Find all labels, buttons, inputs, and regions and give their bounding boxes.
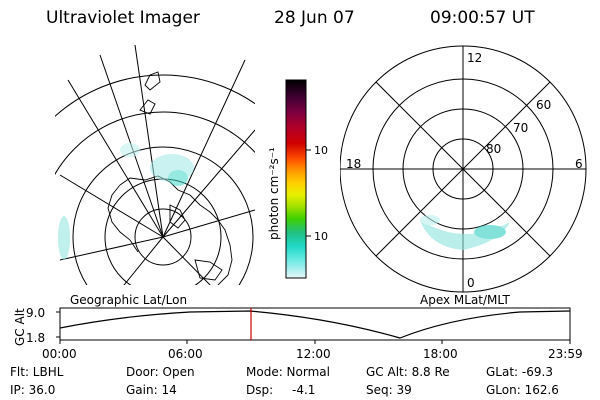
apex-label: Apex MLat/MLT	[420, 293, 510, 307]
info-flt: Flt: LBHL	[10, 365, 64, 379]
lat-circle	[55, 74, 255, 117]
info-gc-alt: GC Alt: 8.8 Re	[366, 365, 450, 379]
info-gain: Gain: 14	[126, 383, 177, 397]
mlt-label-6: 6	[575, 157, 583, 171]
colorbar-tick-10: 10	[314, 230, 328, 243]
xtick-1800: 18:00	[423, 347, 458, 361]
mlat-label-70: 70	[513, 121, 528, 135]
info-glon: GLon: 162.6	[486, 383, 559, 397]
lat-circle	[134, 208, 192, 266]
info-seq: Seq: 39	[366, 383, 412, 397]
time-label: 09:00:57 UT	[430, 8, 535, 28]
colorbar-tick-100: 100	[314, 144, 328, 157]
mlt-label-18: 18	[346, 157, 361, 171]
xtick-1200: 12:00	[296, 347, 331, 361]
mlat-label-80: 80	[486, 142, 501, 156]
altitude-ylabel: GC Alt	[13, 308, 27, 346]
altitude-curve	[59, 310, 571, 339]
info-dsp-value: -4.1	[292, 383, 316, 397]
date-label: 28 Jun 07	[274, 8, 355, 28]
geographic-map	[55, 44, 255, 285]
altitude-plot: GC Alt 9.0 1.8	[13, 306, 571, 346]
colorbar-unit-label: photon cm⁻²s⁻¹	[267, 147, 281, 240]
apex-polar-plot: 12 18 6 0 60 70 80	[340, 45, 587, 293]
colorbar-gradient	[285, 79, 307, 279]
mlt-label-12: 12	[467, 51, 482, 65]
geographic-label: Geographic Lat/Lon	[70, 293, 188, 307]
info-mode: Mode: Normal	[246, 365, 330, 379]
aurora-oval	[420, 215, 510, 250]
ytick-1-8: 1.8	[26, 331, 45, 345]
xtick-0600: 06:00	[168, 347, 203, 361]
altitude-plot-frame	[59, 307, 571, 341]
info-ip: IP: 36.0	[10, 383, 56, 397]
instrument-title: Ultraviolet Imager	[46, 8, 200, 28]
lat-circle	[55, 111, 255, 176]
aurora-emission	[58, 143, 194, 260]
info-dsp-label: Dsp:	[246, 383, 274, 397]
mlat-label-60: 60	[536, 98, 551, 112]
mlt-label-0: 0	[467, 276, 475, 290]
lat-circle	[72, 146, 254, 285]
info-door: Door: Open	[126, 365, 195, 379]
info-glat: GLat: -69.3	[486, 365, 553, 379]
colorbar: 100 10 photon cm⁻²s⁻¹	[267, 79, 328, 279]
ytick-9: 9.0	[26, 306, 45, 320]
xtick-0000: 00:00	[42, 347, 77, 361]
xtick-2359: 23:59	[548, 347, 583, 361]
